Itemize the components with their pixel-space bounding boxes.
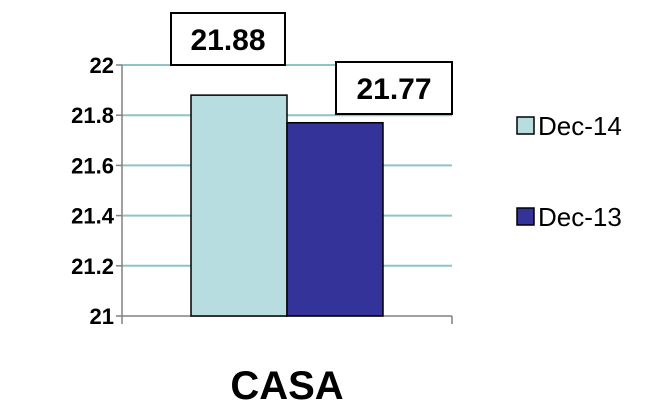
y-tick-label: 21 [90, 304, 114, 329]
data-labels: 21.88 21.77 [170, 12, 453, 115]
y-tick-label: 22 [90, 53, 114, 78]
legend-swatch [516, 116, 535, 135]
bars [190, 94, 384, 317]
legend-label: Dec-14 [538, 111, 622, 141]
data-label-box [335, 61, 453, 115]
y-tick-label: 21.8 [71, 103, 114, 128]
y-axis-tick-labels: 21 21.2 21.4 21.6 21.8 22 [71, 53, 115, 329]
data-label: 21.88 [190, 24, 265, 57]
data-label: 21.77 [356, 73, 431, 106]
legend-label: Dec-13 [538, 202, 622, 232]
x-axis-category-labels: CASA [230, 364, 343, 405]
bar-dec-13 [286, 121, 384, 317]
legend-swatch [516, 207, 535, 226]
legend: Dec-14 Dec-13 [516, 111, 622, 232]
y-tick-label: 21.4 [71, 204, 115, 229]
bar-dec-14 [190, 94, 288, 317]
y-tick-label: 21.2 [71, 254, 114, 279]
category-label: CASA [230, 364, 343, 405]
y-tick-label: 21.6 [71, 153, 114, 178]
data-label-box [170, 12, 286, 66]
